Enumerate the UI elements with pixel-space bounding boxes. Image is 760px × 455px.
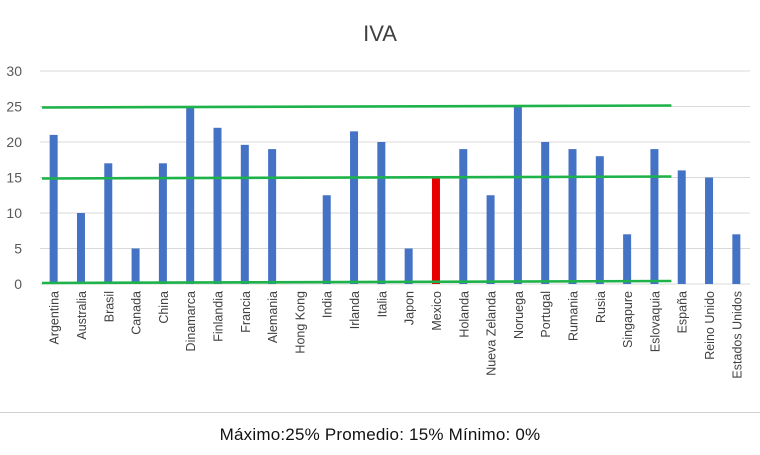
x-tick-label: Noruega [512,291,526,339]
chart-title: IVA [363,21,397,46]
x-tick-label: Canada [130,291,144,335]
bar-australia [76,213,85,284]
bar-irlanda [350,131,359,284]
bar-singapure [623,234,632,284]
bar-reino-unido [705,177,714,284]
x-tick-label: Nueva Zelanda [485,291,499,376]
x-tick-label: Irlanda [348,291,362,329]
iva-bar-chart: IVA 0 5 10 15 20 25 30 Argentina Australia Brasi… [6,21,750,379]
chart-caption: Máximo:25% Promedio: 15% Mínimo: 0% [219,424,541,444]
x-tick-label: Finlandia [212,291,226,342]
y-tick-label: 20 [6,134,22,150]
bar-noruega [513,106,522,284]
x-tick-label: Dinamarca [184,291,198,351]
x-tick-label: España [676,291,690,333]
bar-dinamarca [186,106,195,284]
bar-india [322,195,331,284]
bar-holanda [459,149,468,284]
bar-china [158,163,167,284]
x-tick-label: Rusia [594,291,608,323]
x-tick-label: Australia [75,291,89,340]
bar-italia [377,142,386,284]
y-tick-label: 5 [14,241,22,257]
bar-argentina [49,134,58,284]
x-tick-label: China [157,291,171,324]
bar-finlandia [213,127,222,284]
x-tick-label: Francia [239,291,253,333]
bar-alemania [268,149,277,284]
x-tick-label: Hong Kong [293,291,307,354]
x-tick-label: Brasil [102,291,116,322]
bar-francia [240,144,249,284]
x-tick-label: Reino Unido [703,291,717,360]
x-tick-label: Eslovaquia [648,291,662,352]
x-tick-label: Italia [375,291,389,317]
reference-line-mnimo [41,279,672,285]
x-tick-label: India [321,291,335,318]
x-tick-label: Rumania [567,291,581,341]
bar-españa [677,170,686,284]
bar-rusia [595,156,604,284]
reference-line-promedio [41,175,672,180]
x-tick-label: Holanda [457,291,471,338]
reference-line-mximo [41,104,672,109]
y-tick-label: 30 [6,63,22,79]
bar-rumania [568,149,577,284]
y-tick-label: 0 [14,276,22,292]
chart-area: IVA 0 5 10 15 20 25 30 Argentina Australia Brasi… [0,21,760,413]
x-tick-label: Mexico [430,291,444,331]
x-tick-label: Portugal [539,291,553,338]
y-tick-label: 15 [6,170,22,186]
bar-japon [404,248,413,284]
bar-mexico [431,177,440,284]
x-tick-label: Alemania [266,291,280,343]
bar-nueva-zelanda [486,195,495,284]
bar-estados-unidos [732,234,741,284]
x-tick-label: Estados Unidos [730,291,744,379]
x-tick-label: Argentina [48,291,62,345]
x-tick-label: Singapure [621,291,635,348]
y-tick-label: 10 [6,205,22,221]
bar-portugal [541,142,550,284]
y-tick-label: 25 [6,99,22,115]
bar-canada [131,248,140,284]
bar-brasil [104,163,113,284]
x-tick-label: Japon [403,291,417,325]
bar-eslovaquia [650,149,659,284]
